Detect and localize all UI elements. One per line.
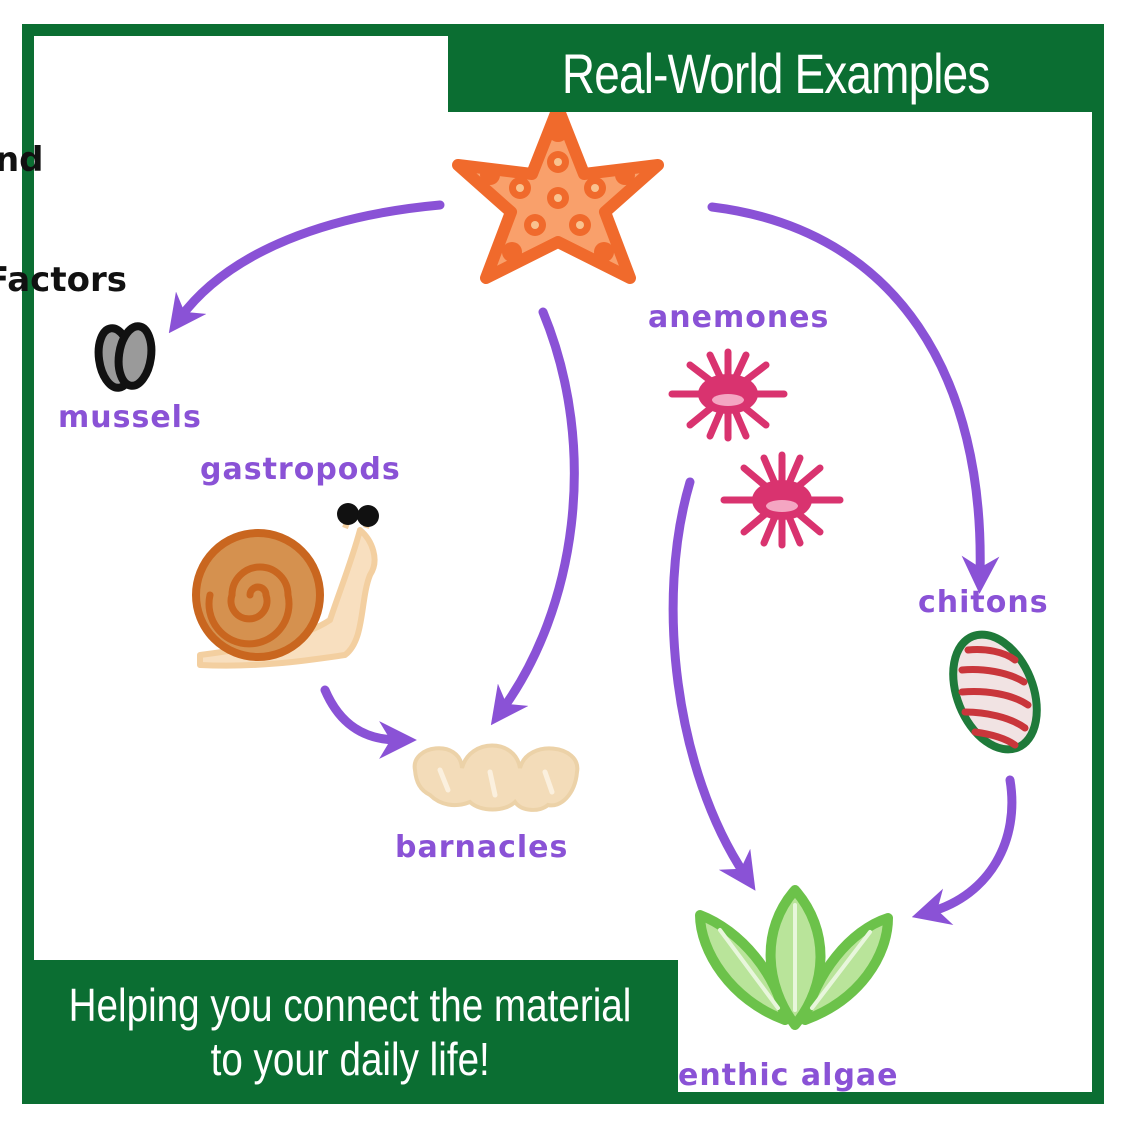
arrow-anemones-to-algae: [668, 477, 756, 891]
caption-banner: Helping you connect the material to your…: [22, 960, 678, 1104]
page-title: Real-World Examples: [562, 41, 990, 105]
arrow-star-to-mussels: [168, 200, 445, 334]
arrows: [168, 200, 1017, 926]
mussels-icon: [94, 322, 156, 392]
snail-icon: [192, 503, 379, 669]
arrow-chitons-to-algae: [911, 775, 1017, 926]
chiton-icon: [949, 630, 1041, 754]
title-banner: Real-World Examples: [448, 34, 1104, 112]
caption-line-2: to your daily life!: [210, 1033, 490, 1085]
arrow-star-to-chitons: [707, 202, 1000, 594]
side-text-bottom: Factors: [0, 260, 127, 300]
label-benthic-algae: enthic algae: [678, 1058, 899, 1093]
label-gastropods: gastropods: [200, 452, 401, 487]
anemone-icon: [720, 451, 844, 549]
anemone-icon: [668, 348, 788, 442]
label-mussels: mussels: [58, 400, 202, 435]
arrow-snail-to-barnacles: [320, 685, 417, 759]
arrow-star-to-barnacles: [490, 307, 579, 726]
side-text-top: and: [0, 140, 44, 180]
label-barnacles: barnacles: [395, 830, 569, 865]
label-chitons: chitons: [918, 585, 1049, 620]
caption-line-1: Helping you connect the material: [68, 979, 632, 1031]
label-anemones: anemones: [648, 300, 830, 335]
barnacles-icon: [412, 743, 580, 812]
algae-icon: [695, 885, 893, 1030]
sea-star-icon: [452, 102, 664, 284]
